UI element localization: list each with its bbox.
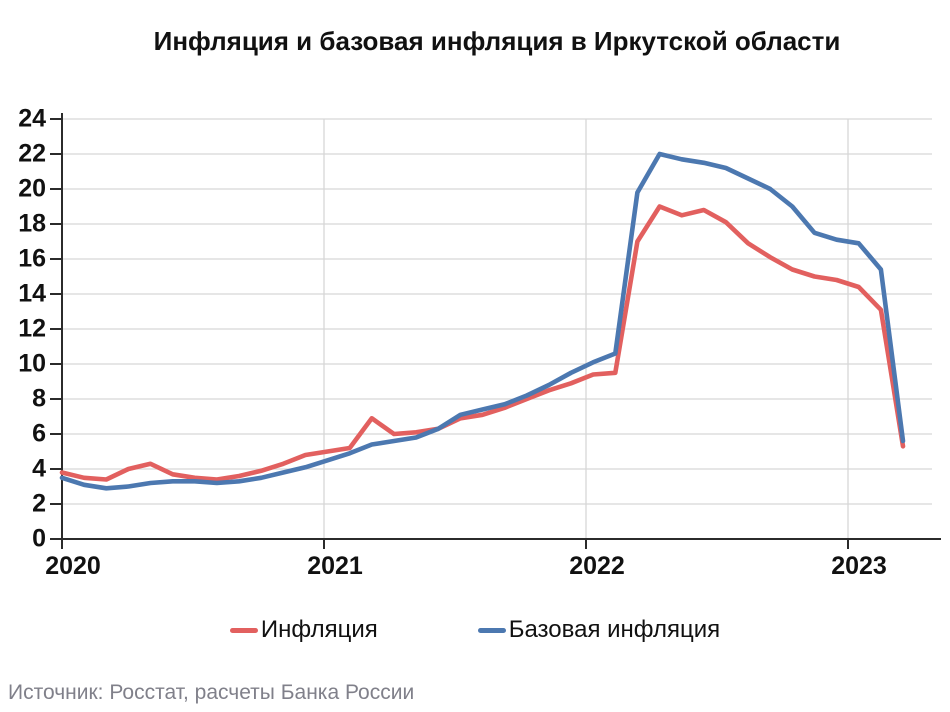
y-axis-label-20: 20 <box>18 174 46 203</box>
x-axis-label-2021: 2021 <box>307 552 363 580</box>
x-axis-label-2020: 2020 <box>45 552 101 580</box>
y-axis-label-4: 4 <box>32 454 46 483</box>
y-axis-label-24: 24 <box>18 104 46 133</box>
y-axis-label-8: 8 <box>32 384 46 413</box>
series-line-core-inflation <box>59 151 906 491</box>
y-axis-label-2: 2 <box>32 489 46 518</box>
chart-title: Инфляция и базовая инфляция в Иркутской … <box>153 26 841 56</box>
series-line-inflation <box>59 204 906 482</box>
legend-item-core-inflation: Базовая инфляция <box>477 616 721 644</box>
core-inflation-line-swatch-icon <box>477 627 506 633</box>
y-axis-label-22: 22 <box>18 139 46 168</box>
x-axis-label-2023: 2023 <box>831 552 887 580</box>
y-axis-label-6: 6 <box>32 419 46 448</box>
legend-label-core-inflation: Базовая инфляция <box>508 616 721 643</box>
y-axis-label-16: 16 <box>18 244 46 273</box>
y-axis-label-0: 0 <box>32 524 46 553</box>
x-axis-label-2022: 2022 <box>569 552 625 580</box>
legend-label-inflation: Инфляция <box>260 616 378 643</box>
legend-item-inflation: Инфляция <box>229 616 378 644</box>
y-axis-label-10: 10 <box>18 349 46 378</box>
y-axis-label-18: 18 <box>18 209 46 238</box>
legend: Инфляция Базовая инфляция <box>0 612 950 648</box>
source-note: Источник: Росстат, расчеты Банка России <box>8 681 415 704</box>
y-axis-label-12: 12 <box>18 314 46 343</box>
y-axis-label-14: 14 <box>18 279 46 308</box>
inflation-line-swatch-icon <box>229 627 258 633</box>
